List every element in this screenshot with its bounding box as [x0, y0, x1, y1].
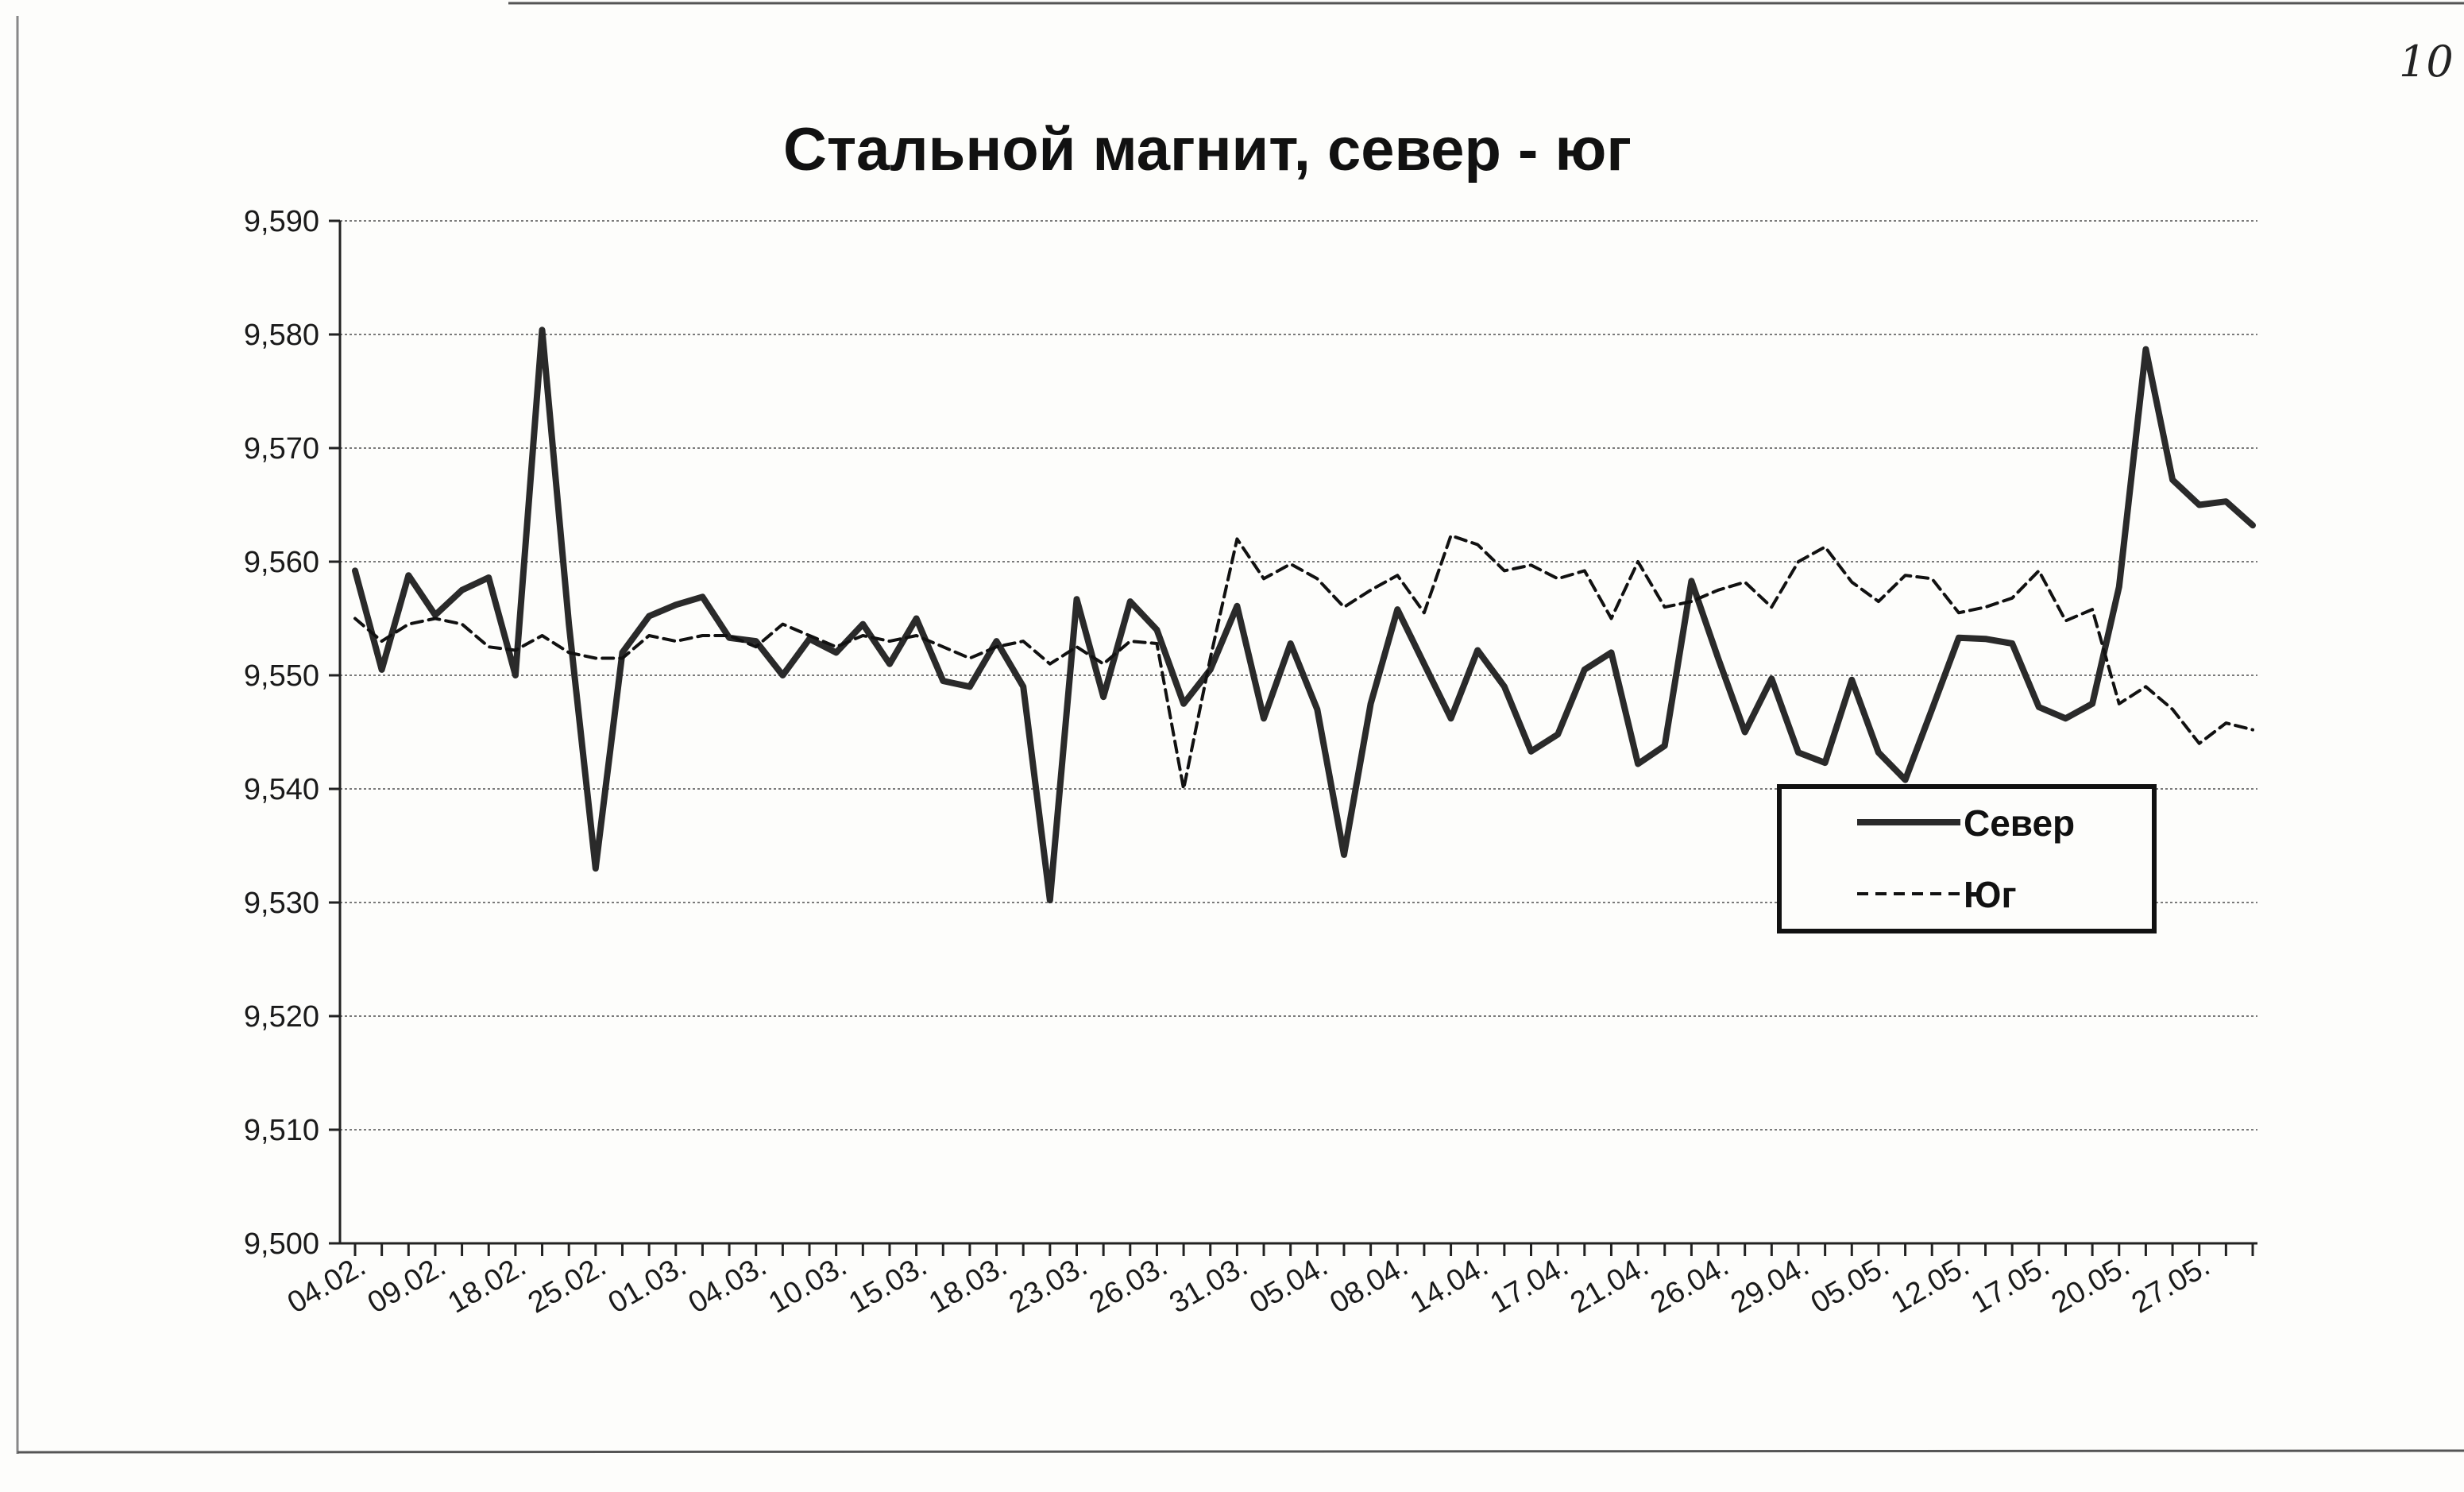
- y-tick-label: 9,500: [244, 1227, 319, 1261]
- y-tick-label: 9,590: [244, 205, 319, 238]
- gridlines: [340, 220, 2257, 1131]
- y-tick-label: 9,550: [244, 659, 319, 693]
- x-tick-label: 15.03.: [844, 1249, 933, 1320]
- x-tick-label: 09.02.: [362, 1249, 452, 1320]
- x-tick-label: 12.05.: [1886, 1249, 1975, 1320]
- x-tick-label: 05.04.: [1244, 1249, 1334, 1320]
- x-tick-label: 10.03.: [763, 1249, 853, 1320]
- legend-box: [1777, 784, 2157, 933]
- y-tick-label: 9,570: [244, 432, 319, 466]
- axes: [329, 219, 2257, 1256]
- legend: Север Юг: [1777, 784, 2157, 933]
- y-tick-label: 9,580: [244, 319, 319, 352]
- x-tick-label: 27.05.: [2126, 1249, 2216, 1320]
- legend-label-yug: Юг: [1964, 874, 2017, 915]
- y-tick-label: 9,520: [244, 1000, 319, 1034]
- x-tick-label: 01.03.: [603, 1249, 693, 1320]
- x-tick-label: 20.05.: [2046, 1249, 2136, 1320]
- legend-label-sever: Север: [1964, 802, 2075, 844]
- y-tick-label: 9,510: [244, 1114, 319, 1147]
- x-tick-label: 08.04.: [1324, 1249, 1414, 1320]
- series-lines: [352, 327, 2256, 904]
- page-bottom-edge: [17, 1449, 2464, 1454]
- x-tick-labels: 04.02.09.02.18.02.25.02.01.03.04.03.10.0…: [282, 1249, 2215, 1320]
- y-tick-label: 9,530: [244, 887, 319, 920]
- chart-title: Стальной магнит, север - юг: [783, 116, 1632, 184]
- page-number: 10: [2399, 37, 2454, 87]
- x-tick-label: 04.03.: [683, 1249, 773, 1320]
- x-tick-label: 05.05.: [1806, 1249, 1895, 1320]
- x-tick-label: 26.03.: [1083, 1249, 1173, 1320]
- x-tick-label: 31.03.: [1164, 1249, 1253, 1320]
- y-tick-labels: 9,500 9,510 9,520 9,530 9,540 9,550 9,560 9,570…: [244, 205, 319, 1261]
- x-tick-label: 21.04.: [1565, 1249, 1655, 1320]
- x-tick-label: 14.04.: [1404, 1249, 1494, 1320]
- y-tick-label: 9,540: [244, 773, 319, 806]
- x-tick-label: 25.02.: [523, 1249, 612, 1320]
- series-line-sever: [352, 327, 2256, 904]
- x-tick-label: 29.04.: [1725, 1249, 1815, 1320]
- x-tick-label: 17.04.: [1485, 1249, 1574, 1320]
- x-tick-label: 18.03.: [924, 1249, 1014, 1320]
- x-tick-label: 23.03.: [1003, 1249, 1093, 1320]
- x-tick-label: 17.05.: [1966, 1249, 2056, 1320]
- series-line-yug: [353, 534, 2254, 790]
- x-tick-label: 26.04.: [1645, 1249, 1735, 1320]
- x-tick-label: 18.02.: [442, 1249, 532, 1320]
- y-tick-label: 9,560: [244, 546, 319, 579]
